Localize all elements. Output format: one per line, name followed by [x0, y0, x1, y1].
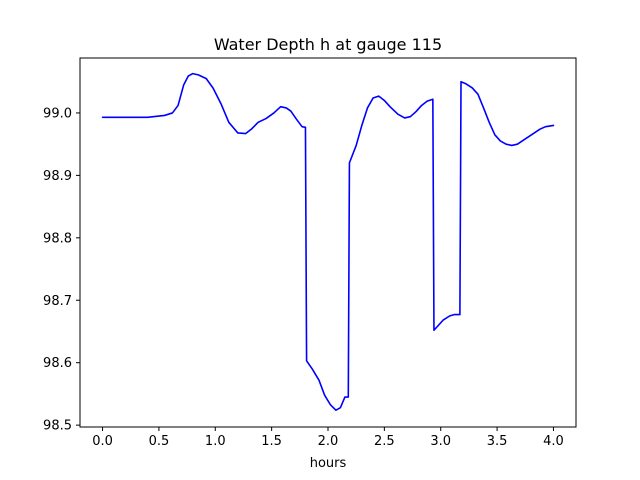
x-axis-label: hours: [310, 456, 347, 471]
y-tick-label: 98.7: [43, 294, 72, 309]
x-tick-label: 0.5: [149, 434, 170, 449]
x-tick-label: 4.0: [543, 434, 564, 449]
x-tick-label: 2.0: [318, 434, 339, 449]
x-axis-ticks: 0.0 0.5 1.0 1.5 2.0 2.5 3.0 3.5 4.0: [92, 427, 564, 449]
plot-area-frame: [79, 57, 577, 428]
x-tick-label: 3.0: [430, 434, 451, 449]
y-tick-label: 98.8: [43, 231, 72, 246]
y-tick-label: 99.0: [43, 106, 72, 121]
x-tick-label: 1.0: [205, 434, 226, 449]
y-tick-label: 98.6: [43, 356, 72, 371]
y-axis-ticks: 98.5 98.6 98.7 98.8 98.9 99.0: [43, 106, 80, 434]
chart-title: Water Depth h at gauge 115: [214, 35, 442, 54]
x-tick-label: 0.0: [92, 434, 113, 449]
y-tick-label: 98.9: [43, 169, 72, 184]
x-tick-label: 1.5: [261, 434, 282, 449]
x-tick-label: 3.5: [487, 434, 508, 449]
x-tick-label: 2.5: [374, 434, 395, 449]
series-line-0: [101, 72, 555, 411]
series-layer: [101, 72, 555, 411]
y-tick-label: 98.5: [43, 419, 72, 434]
